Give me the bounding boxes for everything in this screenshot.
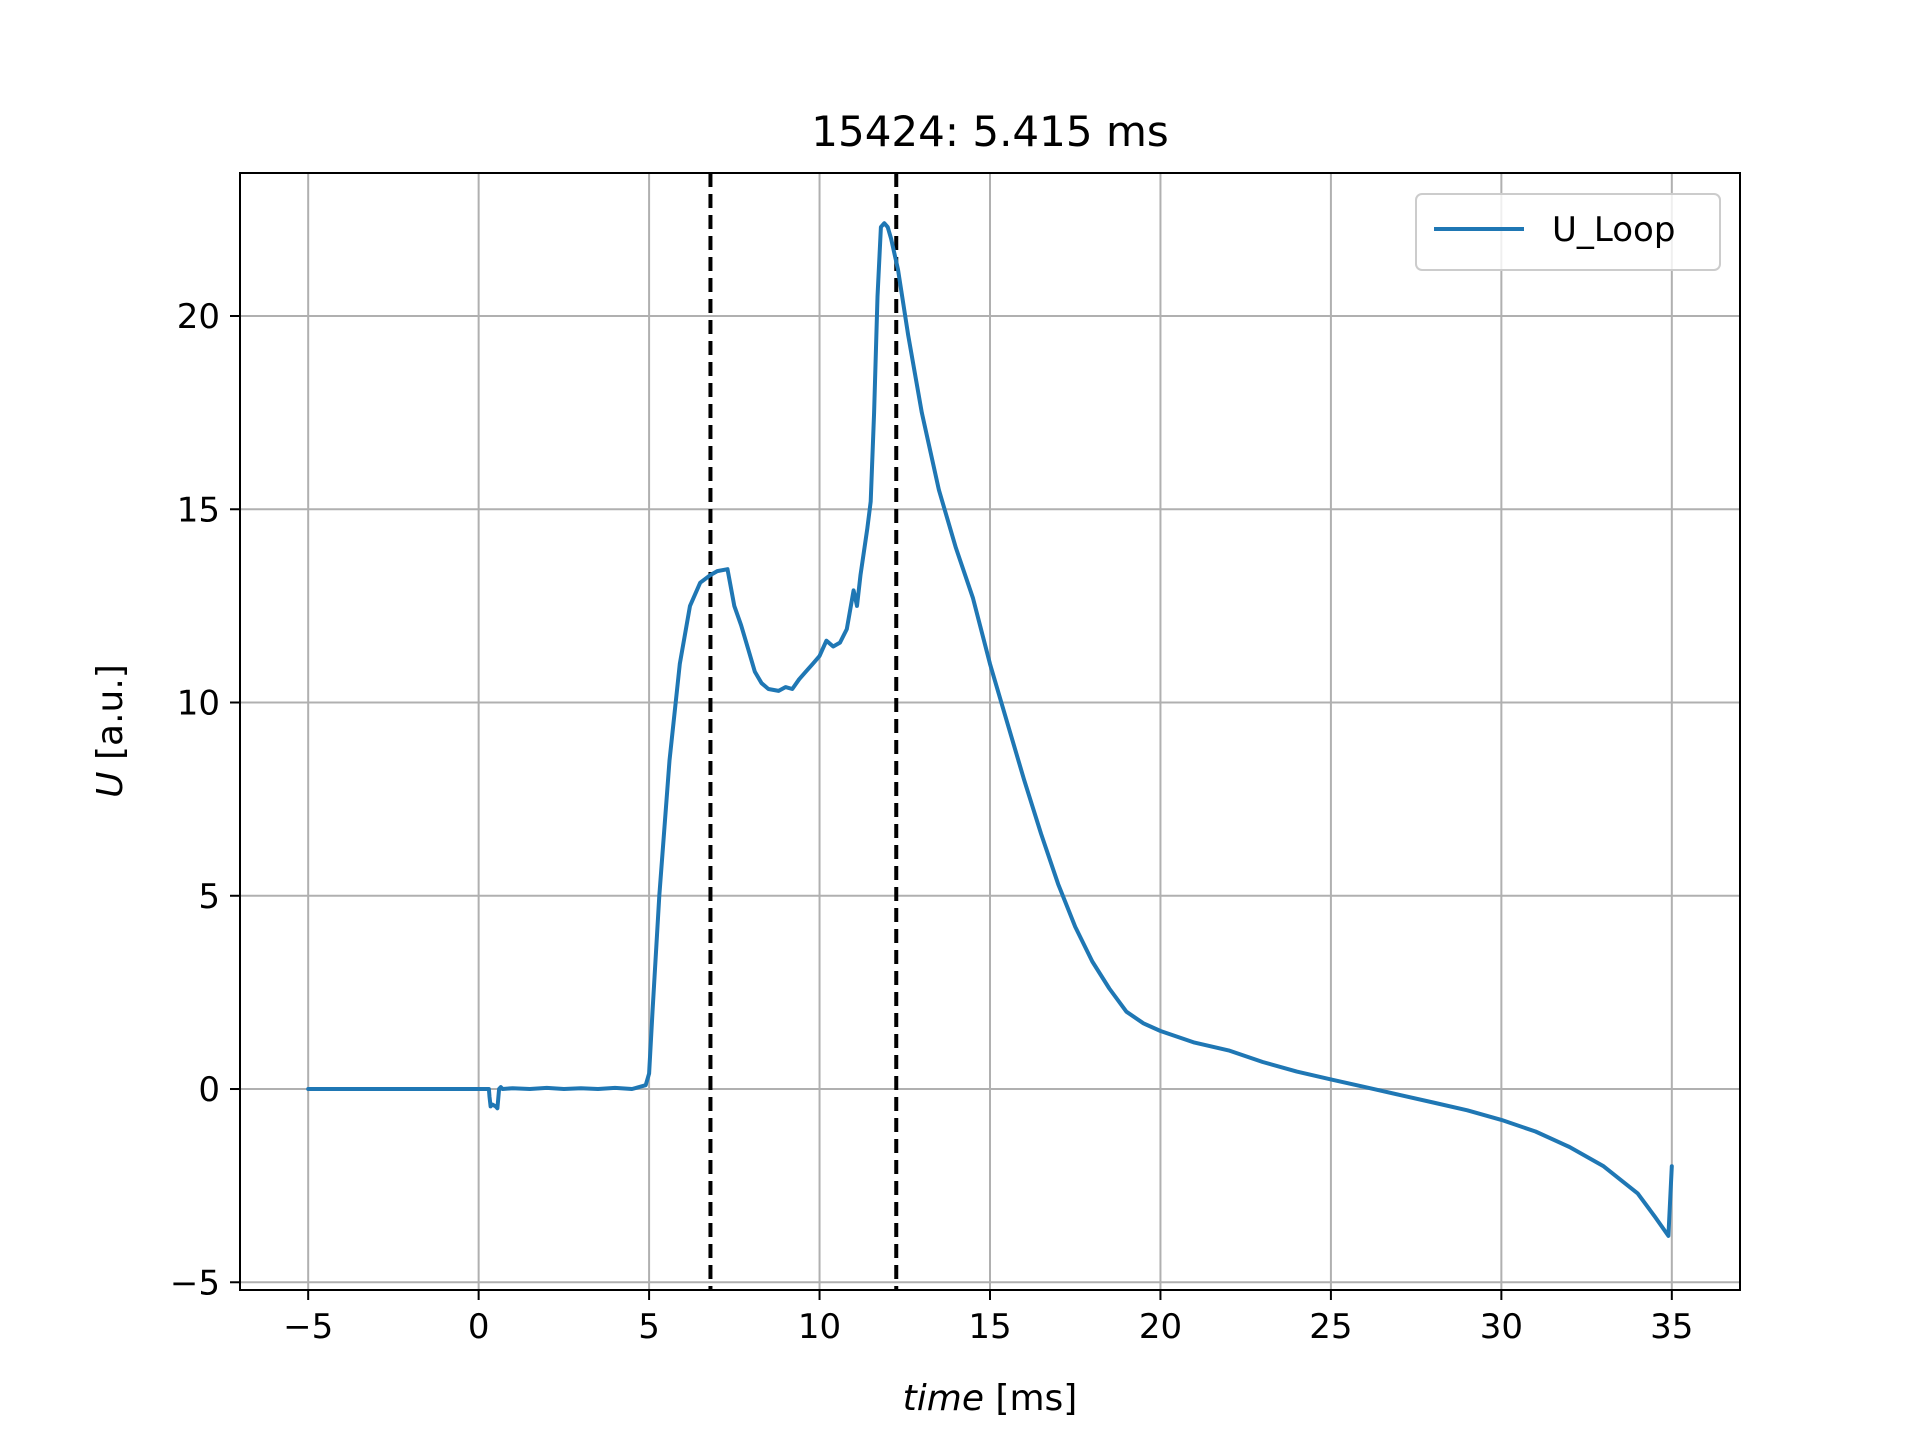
x-axis-label-unit: [ms] (984, 1378, 1077, 1419)
x-axis-label: time [ms] (903, 1378, 1078, 1419)
vertical-marker-lines (708, 173, 899, 1290)
legend-label: U_Loop (1552, 210, 1675, 250)
y-axis-label-name: U (90, 771, 131, 797)
x-axis-label-name: time (903, 1378, 984, 1419)
y-tick-label: 10 (177, 684, 220, 724)
x-tick-label: 10 (798, 1307, 841, 1347)
x-tick-label: 25 (1309, 1307, 1352, 1347)
series-line-U_Loop (306, 221, 1674, 1238)
x-tick-label: 30 (1480, 1307, 1523, 1347)
y-axis-label: U [a.u.] (90, 664, 131, 798)
y-tick-label: 20 (177, 297, 220, 337)
series-layer (306, 221, 1674, 1238)
x-tick-label: −5 (283, 1307, 333, 1347)
x-tick-label: 15 (968, 1307, 1011, 1347)
x-axis-ticks: −5 0 5 10 15 20 25 30 35 (283, 1290, 1693, 1347)
grid-lines (240, 173, 1740, 1290)
chart-title: 15424: 5.415 ms (811, 107, 1169, 156)
y-tick-label: −5 (170, 1263, 220, 1303)
x-tick-label: 20 (1139, 1307, 1182, 1347)
x-tick-label: 5 (638, 1307, 660, 1347)
legend: U_Loop (1415, 193, 1721, 271)
y-axis-ticks: −5 0 5 10 15 20 (170, 297, 240, 1303)
y-tick-label: 15 (177, 490, 220, 530)
x-tick-label: 35 (1650, 1307, 1693, 1347)
y-tick-label: 5 (198, 877, 220, 917)
y-tick-label: 0 (198, 1070, 220, 1110)
y-axis-label-unit: [a.u.] (90, 664, 131, 771)
x-tick-label: 0 (468, 1307, 490, 1347)
legend-box (1415, 193, 1721, 271)
